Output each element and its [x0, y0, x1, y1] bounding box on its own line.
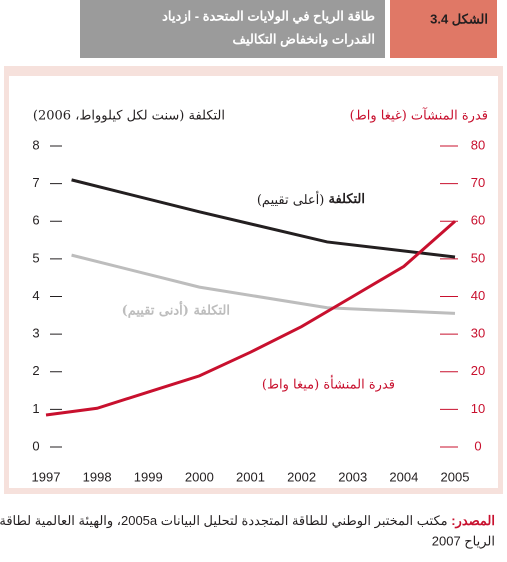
- x-tick-label: 2003: [338, 469, 367, 484]
- line: [45, 220, 456, 417]
- y2-tick-label: 40: [471, 288, 485, 303]
- y2-axis-title: قدرة المنشآت (غيغا واط): [350, 107, 488, 124]
- figure-label: الشكل 3.4: [430, 11, 488, 26]
- annotation-text: (أعلى تقييم): [257, 191, 329, 208]
- x-tick-label: 2005: [441, 469, 470, 484]
- y2-tick-label: 10: [471, 401, 485, 416]
- y-tick-label: 0: [32, 438, 39, 453]
- y-tick-label: 6: [32, 213, 39, 228]
- x-tick-label: 2004: [389, 469, 418, 484]
- source-text: الرياح 2007: [432, 533, 495, 549]
- y-axis-title: التكلفة (سنت لكل كيلوواط، 2006): [33, 109, 225, 124]
- y2-tick-label: 20: [471, 363, 485, 378]
- x-tick-label: 1997: [32, 469, 61, 484]
- series-label: قدرة المنشأة (ميغا واط): [262, 375, 395, 393]
- y2-tick-label: 30: [471, 326, 485, 341]
- source-text: مكتب المختبر الوطني للطاقة المتجددة لتحل…: [0, 513, 448, 529]
- x-tick-label: 2002: [287, 469, 316, 484]
- plot-panel: [9, 76, 498, 488]
- annotation-bold: التكلفة: [328, 191, 365, 206]
- title: طاقة الرياح في الولايات المتحدة - ازدياد: [162, 8, 375, 24]
- title: القدرات وانخفاض التكاليف: [233, 31, 375, 47]
- source: المصدر: مكتب المختبر الوطني للطاقة المتج…: [0, 513, 495, 529]
- y-tick-label: 1: [32, 401, 39, 416]
- y-tick-label: 8: [32, 137, 39, 152]
- y-tick-label: 3: [32, 326, 39, 341]
- header-box: [80, 0, 385, 58]
- y2-tick-label: 80: [471, 137, 485, 152]
- figure-label-box: [390, 0, 497, 58]
- line: [71, 178, 456, 259]
- x-tick-label: 2001: [236, 469, 265, 484]
- x-tick-label: 1999: [134, 469, 163, 484]
- annotation: التكلفة (أعلى تقييم): [257, 191, 365, 208]
- y-tick-label: 2: [32, 363, 39, 378]
- x-tick-label: 2000: [185, 469, 214, 484]
- x-tick-label: 1998: [83, 469, 112, 484]
- y-tick-label: 5: [32, 250, 39, 265]
- y-tick-label: 7: [32, 175, 39, 190]
- line: [71, 253, 456, 315]
- y-tick-label: 4: [32, 288, 39, 303]
- source-label: المصدر:: [448, 513, 495, 529]
- series-label: التكلفة (أدنى تقييم): [122, 302, 230, 319]
- y2-tick-label: 70: [471, 175, 485, 190]
- y2-tick-label: 60: [471, 213, 485, 228]
- y2-tick-label: 50: [471, 250, 485, 265]
- y2-tick-label: 0: [474, 438, 481, 453]
